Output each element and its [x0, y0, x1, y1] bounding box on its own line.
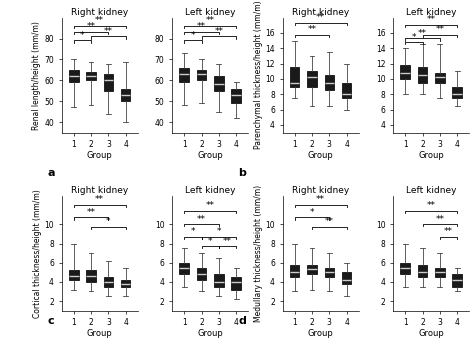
PathPatch shape [86, 270, 96, 282]
PathPatch shape [231, 277, 241, 289]
Text: *: * [411, 32, 416, 42]
PathPatch shape [342, 83, 351, 98]
PathPatch shape [104, 74, 113, 91]
PathPatch shape [325, 75, 334, 90]
X-axis label: Group: Group [87, 151, 113, 160]
Text: **: ** [104, 27, 113, 36]
Title: Right kidney: Right kidney [71, 8, 128, 17]
Text: **: ** [206, 201, 215, 210]
PathPatch shape [290, 67, 300, 86]
X-axis label: Group: Group [197, 151, 223, 160]
Y-axis label: Medullary thickness/height (mm/m): Medullary thickness/height (mm/m) [254, 185, 263, 322]
PathPatch shape [307, 71, 317, 86]
PathPatch shape [214, 76, 224, 91]
PathPatch shape [435, 268, 445, 277]
Title: Right kidney: Right kidney [292, 8, 349, 17]
Text: **: ** [325, 217, 334, 226]
Title: Right kidney: Right kidney [292, 186, 349, 195]
Text: c: c [48, 316, 55, 326]
PathPatch shape [452, 86, 462, 98]
Text: *: * [106, 217, 110, 226]
PathPatch shape [180, 263, 189, 274]
Text: b: b [238, 168, 246, 178]
Text: **: ** [316, 13, 325, 23]
Title: Left kidney: Left kidney [406, 186, 456, 195]
PathPatch shape [325, 268, 334, 277]
PathPatch shape [452, 274, 462, 287]
PathPatch shape [121, 89, 130, 101]
Y-axis label: Parenchymal thickness/height (mm/m): Parenchymal thickness/height (mm/m) [254, 1, 263, 149]
PathPatch shape [418, 67, 427, 83]
PathPatch shape [231, 89, 241, 103]
Text: **: ** [435, 215, 444, 223]
PathPatch shape [121, 280, 130, 287]
Text: **: ** [95, 195, 104, 204]
Text: **: ** [197, 215, 206, 223]
Text: **: ** [87, 23, 96, 31]
Text: **: ** [427, 201, 436, 210]
Text: **: ** [308, 25, 317, 34]
Title: Left kidney: Left kidney [185, 8, 236, 17]
PathPatch shape [401, 65, 410, 79]
Text: d: d [238, 316, 246, 326]
PathPatch shape [86, 72, 96, 80]
Title: Left kidney: Left kidney [185, 186, 236, 195]
PathPatch shape [401, 263, 410, 274]
Text: *: * [310, 208, 314, 217]
Text: **: ** [197, 23, 206, 31]
PathPatch shape [197, 70, 206, 80]
X-axis label: Group: Group [308, 151, 334, 160]
X-axis label: Group: Group [308, 329, 334, 338]
Text: **: ** [223, 237, 232, 246]
Text: **: ** [214, 27, 223, 36]
Text: **: ** [206, 16, 215, 25]
Text: *: * [191, 227, 195, 236]
PathPatch shape [69, 70, 79, 82]
Text: *: * [80, 31, 85, 40]
Text: **: ** [427, 15, 436, 24]
Y-axis label: Renal length/height (mm/m): Renal length/height (mm/m) [32, 21, 41, 130]
Text: **: ** [418, 29, 427, 38]
PathPatch shape [69, 270, 79, 280]
PathPatch shape [180, 68, 189, 82]
PathPatch shape [214, 274, 224, 287]
Title: Left kidney: Left kidney [406, 8, 456, 17]
PathPatch shape [104, 277, 113, 287]
Text: a: a [47, 168, 55, 178]
X-axis label: Group: Group [418, 151, 444, 160]
X-axis label: Group: Group [197, 329, 223, 338]
PathPatch shape [307, 265, 317, 274]
Text: **: ** [435, 25, 444, 34]
PathPatch shape [418, 265, 427, 277]
Text: *: * [191, 31, 195, 40]
X-axis label: Group: Group [87, 329, 113, 338]
Text: *: * [217, 227, 221, 236]
X-axis label: Group: Group [418, 329, 444, 338]
Text: **: ** [316, 195, 325, 204]
Title: Right kidney: Right kidney [71, 186, 128, 195]
PathPatch shape [342, 273, 351, 284]
PathPatch shape [197, 268, 206, 280]
Y-axis label: Cortical thickness/height (mm/m): Cortical thickness/height (mm/m) [33, 189, 42, 318]
Text: **: ** [87, 208, 96, 217]
Text: **: ** [95, 16, 104, 25]
PathPatch shape [435, 73, 445, 83]
PathPatch shape [290, 265, 300, 277]
Text: *: * [208, 237, 212, 246]
Text: **: ** [444, 227, 453, 236]
